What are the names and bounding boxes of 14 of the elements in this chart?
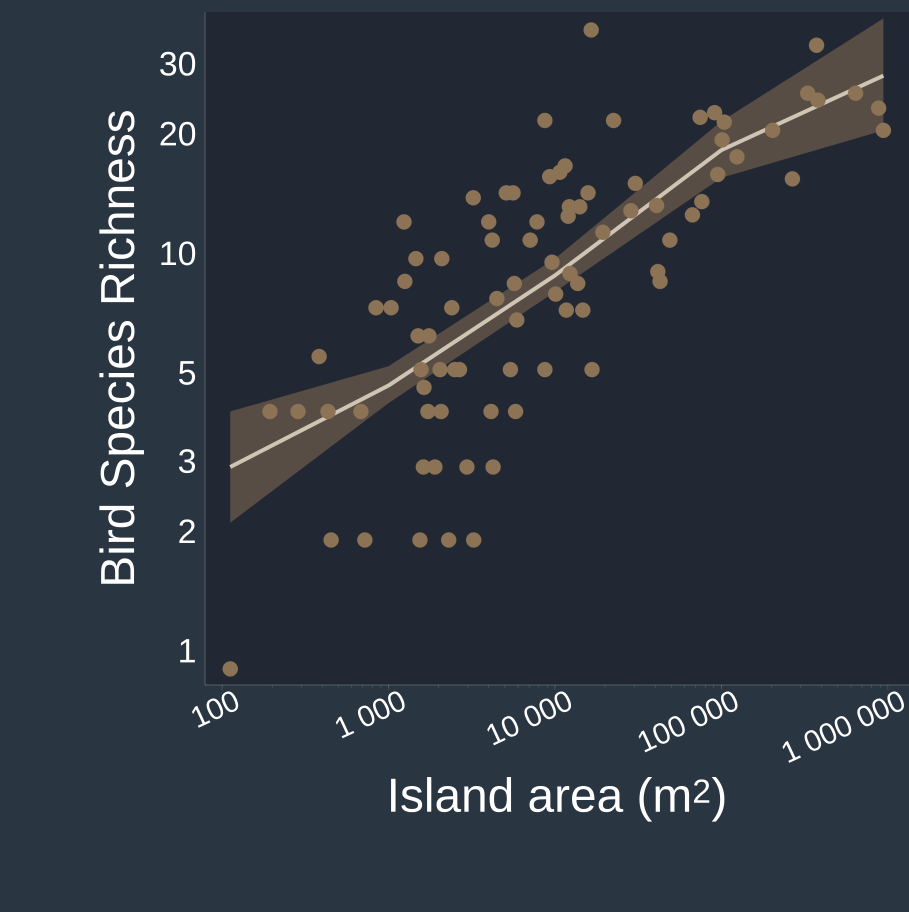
y-tick-label: 2 — [179, 519, 195, 543]
y-tick-label: 1 — [180, 639, 195, 662]
y-tick-label: 10 — [161, 241, 196, 266]
x-tick-label: 100 — [192, 692, 238, 728]
x-tick-label: 100 000 — [638, 692, 738, 752]
x-tick-label: 1 000 — [336, 692, 405, 738]
x-tick-label: 1 000 000 — [782, 692, 904, 763]
y-tick-label: 5 — [179, 361, 196, 385]
x-axis-title: Island area (m$^{2}$) — [391, 777, 724, 822]
y-tick-label: 3 — [178, 449, 196, 474]
y-tick-label: 30 — [160, 52, 196, 76]
y-axis-title: Bird Species Richness — [99, 111, 144, 584]
y-tick-label: 20 — [160, 122, 196, 146]
x-tick-label: 10 000 — [487, 692, 572, 746]
